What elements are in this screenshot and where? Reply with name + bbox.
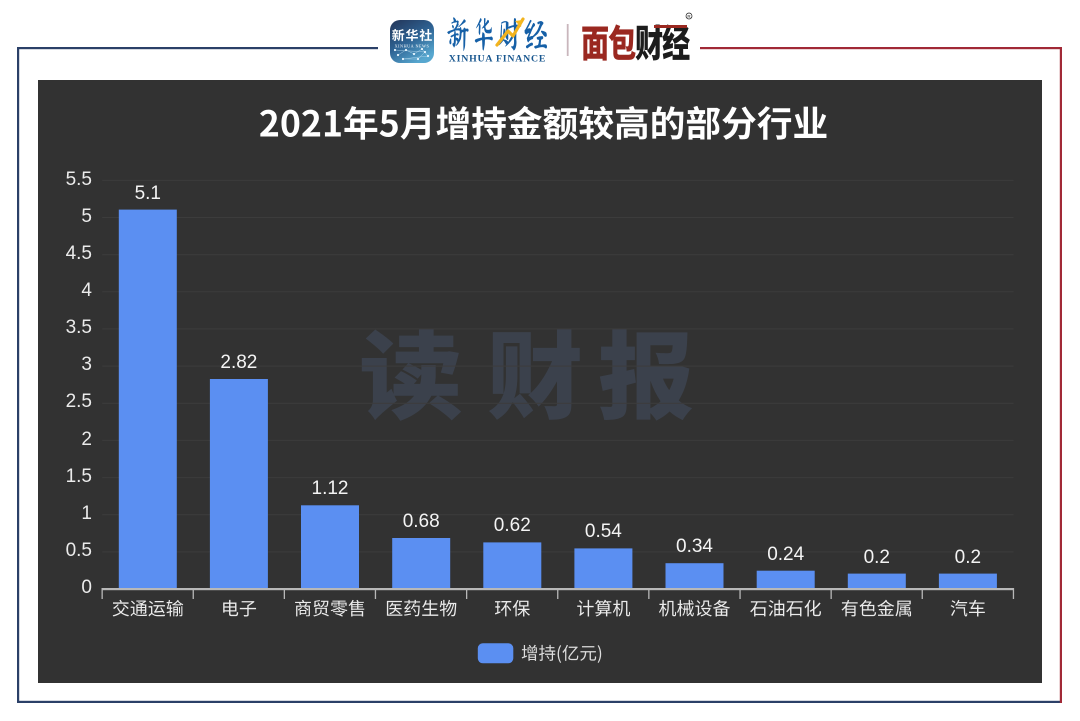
svg-text:R: R	[687, 14, 691, 19]
svg-text:XINHUA FINANCE: XINHUA FINANCE	[449, 54, 546, 65]
svg-text:XINHUA NEWS: XINHUA NEWS	[395, 44, 430, 49]
